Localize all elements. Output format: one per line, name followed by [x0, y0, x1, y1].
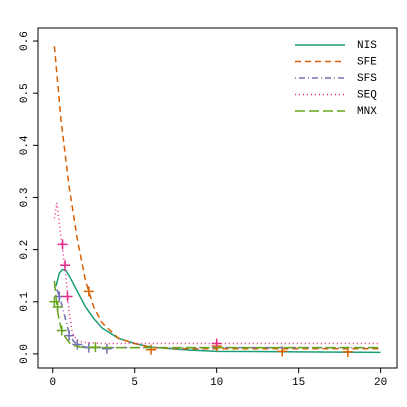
- y-tick-label: 0.4: [19, 135, 31, 155]
- series-line: [53, 285, 381, 349]
- point-marker: [83, 286, 94, 297]
- point-marker: [52, 301, 63, 312]
- x-tick-label: 0: [49, 377, 56, 389]
- point-marker: [49, 296, 60, 307]
- point-marker: [342, 346, 353, 357]
- x-tick-label: 15: [292, 377, 305, 389]
- series-line: [53, 46, 381, 350]
- y-tick-label: 0.0: [19, 344, 31, 364]
- point-marker: [56, 325, 67, 336]
- series-line: [55, 268, 381, 354]
- y-tick-label: 0.2: [19, 240, 31, 260]
- point-marker: [101, 343, 112, 354]
- y-tick-label: 0.1: [19, 291, 31, 311]
- x-tick-label: 20: [374, 377, 387, 389]
- point-marker: [62, 291, 73, 302]
- series-line: [53, 202, 381, 345]
- legend-label: SEQ: [357, 89, 377, 101]
- series-line: [53, 280, 381, 349]
- x-tick-label: 5: [131, 377, 138, 389]
- point-marker: [146, 344, 157, 355]
- x-tick-label: 10: [210, 377, 223, 389]
- y-tick-label: 0.5: [19, 83, 31, 103]
- y-tick-label: 0.3: [19, 188, 31, 208]
- point-marker: [90, 342, 101, 353]
- point-marker: [211, 338, 222, 349]
- legend-label: NIS: [357, 40, 377, 52]
- point-marker: [64, 330, 75, 341]
- legend-label: SFE: [357, 56, 377, 68]
- legend-label: MNX: [357, 106, 377, 118]
- legend-label: SFS: [357, 73, 377, 85]
- point-marker: [57, 239, 68, 250]
- y-tick-label: 0.6: [19, 31, 31, 51]
- point-marker: [60, 260, 71, 271]
- plot-frame: [37, 27, 398, 369]
